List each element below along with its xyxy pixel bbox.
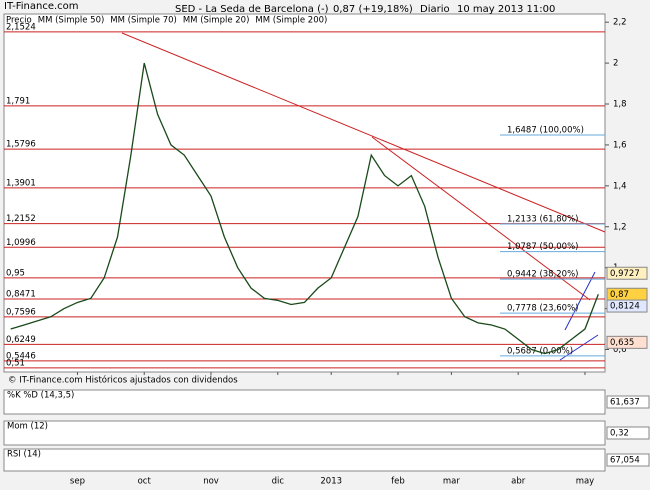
price-box-label: 0,635 (610, 338, 634, 348)
y-tick-label: 1,4 (613, 181, 627, 191)
y-tick-label: 2,2 (613, 18, 627, 28)
indicator-name: %K %D (14,3,5) (7, 391, 74, 401)
level-label: 2,1524 (6, 22, 36, 32)
indicator-name: Mom (12) (7, 422, 48, 432)
level-label: 0,51 (6, 358, 25, 368)
fib-label: 1,6487 (100,00%) (507, 125, 584, 135)
indicator-label: 0,32 (610, 429, 629, 439)
level-label: 0,6249 (6, 335, 36, 345)
x-tick-label: dic (272, 477, 285, 487)
level-label: 0,8471 (6, 289, 36, 299)
indicator-box (606, 453, 650, 467)
x-tick-label: nov (203, 477, 219, 487)
level-label: 0,95 (6, 268, 25, 278)
level-label: 0,5446 (6, 351, 36, 361)
fib-label: 1,2133 (61,80%) (507, 215, 579, 225)
y-tick-label: 1,6 (613, 140, 627, 150)
indicator-label: 67,054 (610, 456, 640, 466)
y-tick-label: 2 (613, 59, 618, 69)
y-tick-label: 1,2 (613, 222, 627, 232)
level-label: 1,2152 (6, 214, 36, 224)
price-box (606, 299, 648, 313)
y-tick-label: 1,8 (613, 100, 627, 110)
price-box-label: 0,87 (610, 290, 629, 300)
level-label: 0,7596 (6, 307, 36, 317)
legend-entry: MM (Simple 20) (183, 16, 250, 26)
fib-label: 1,0787 (50,00%) (507, 242, 579, 252)
indicator-box (606, 395, 650, 409)
price-box-label: 0,8124 (610, 302, 640, 312)
indicator-box (606, 426, 650, 440)
site: IT-Finance.com (4, 1, 79, 12)
footnote: © IT-Finance.com Históricos ajustados co… (8, 375, 238, 386)
stoch-panel (3, 389, 606, 415)
level-label: 1,791 (6, 96, 30, 106)
trend-line (371, 136, 591, 301)
title: SED - La Seda de Barcelona (-) (175, 4, 329, 15)
indicator-name: RSI (14) (7, 450, 41, 460)
y-tick-label: 0,6 (613, 345, 627, 355)
level-label: 1,3901 (6, 178, 36, 188)
legend-entry: Precio (6, 16, 32, 26)
level-label: 1,0996 (6, 238, 36, 248)
trend-line (121, 32, 606, 233)
indicator-label: 61,637 (610, 398, 640, 408)
x-tick-label: may (576, 477, 595, 487)
x-tick-label: oct (138, 477, 152, 487)
x-tick-label: sep (70, 477, 85, 487)
x-tick-label: 2013 (320, 477, 342, 487)
price-box (606, 335, 648, 349)
period: Diario (420, 4, 450, 15)
level-label: 1,5796 (6, 140, 36, 150)
price-box (606, 266, 648, 280)
date: 10 may 2013 11:00 (457, 4, 555, 15)
price-line (10, 62, 599, 355)
legend-entry: MM (Simple 50) (38, 16, 105, 26)
x-tick-label: mar (443, 477, 460, 487)
legend-entry: MM (Simple 200) (255, 16, 327, 26)
channel-line (564, 271, 596, 331)
fib-label: 0,9442 (38,20%) (507, 270, 579, 280)
x-tick-label: abr (511, 477, 526, 487)
x-tick-label: feb (391, 477, 405, 487)
fib-label: 0,5687 (0,00%) (507, 346, 573, 356)
quote: 0,87 (+19,18%) (333, 4, 413, 15)
price-box-label: 0,9727 (610, 269, 640, 279)
mom-panel (3, 420, 606, 446)
fib-label: 0,7778 (23,60%) (507, 304, 579, 314)
rsi-panel (3, 448, 606, 472)
main-panel (3, 13, 606, 373)
legend-entry: MM (Simple 70) (110, 16, 177, 26)
